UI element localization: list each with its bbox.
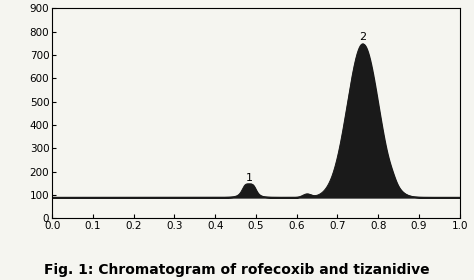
Text: 2: 2 <box>359 32 366 42</box>
Text: Fig. 1: Chromatogram of rofecoxib and tizanidive: Fig. 1: Chromatogram of rofecoxib and ti… <box>44 263 430 277</box>
Text: 1: 1 <box>246 173 253 183</box>
